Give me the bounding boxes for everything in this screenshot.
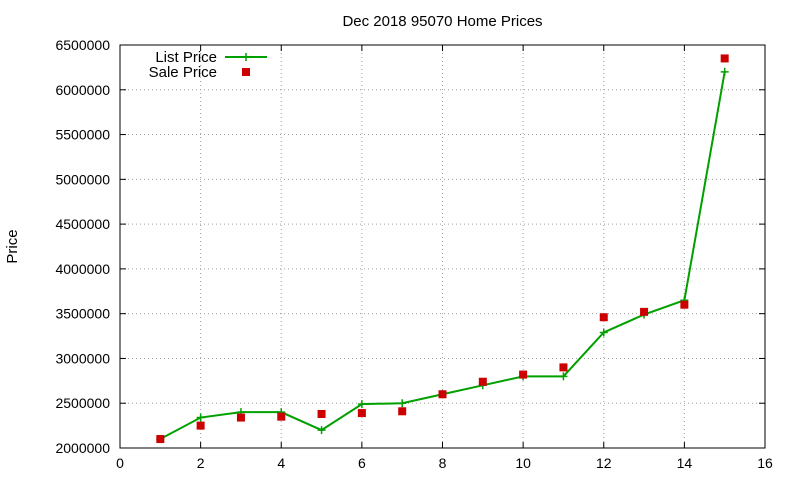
- x-tick-label: 0: [116, 455, 124, 471]
- list-price-point: [357, 400, 366, 409]
- x-tick-label: 14: [677, 455, 693, 471]
- list-price-point: [196, 413, 205, 422]
- legend-label-sale-price: Sale Price: [149, 64, 217, 81]
- sale-price-point: [236, 413, 245, 422]
- y-axis-label: Price: [4, 229, 21, 263]
- sale-price-point: [559, 363, 568, 372]
- list-price-line: [159, 71, 726, 440]
- sale-price-point: [640, 307, 649, 316]
- y-tick-label: 4000000: [55, 261, 110, 277]
- sale-price-point: [357, 409, 366, 418]
- y-tick-label: 6000000: [55, 82, 110, 98]
- y-tick-label: 4500000: [55, 216, 110, 232]
- y-tick-label: 3500000: [55, 306, 110, 322]
- axis-ticks: [119, 44, 766, 449]
- legend-marker-sale-price: [242, 68, 250, 76]
- sale-price-point: [720, 54, 729, 63]
- legend-marker-list-price: [242, 53, 250, 61]
- list-price-point: [317, 426, 326, 435]
- sale-price-point: [478, 377, 487, 386]
- series: [156, 54, 729, 444]
- sale-price-point: [438, 390, 447, 399]
- sale-price-point: [156, 435, 165, 444]
- x-tick-label: 2: [197, 455, 205, 471]
- y-tick-label: 5000000: [55, 171, 110, 187]
- sale-price-point: [277, 412, 286, 421]
- sale-price-point: [599, 313, 608, 322]
- sale-price-point: [317, 409, 326, 418]
- list-price-point: [559, 372, 568, 381]
- list-price-point: [398, 399, 407, 408]
- x-tick-label: 16: [757, 455, 773, 471]
- x-tick-label: 10: [515, 455, 531, 471]
- x-tick-label: 8: [439, 455, 447, 471]
- list-price-point: [720, 67, 729, 76]
- list-price-point: [599, 328, 608, 337]
- y-tick-label: 6500000: [55, 37, 110, 53]
- sale-price-point: [519, 370, 528, 379]
- series-list-price: [156, 67, 729, 444]
- x-tick-label: 12: [596, 455, 612, 471]
- y-tick-label: 5500000: [55, 127, 110, 143]
- series-sale-price: [156, 54, 729, 444]
- y-tick-label: 3000000: [55, 350, 110, 366]
- sale-price-point: [680, 300, 689, 309]
- y-tick-labels: 2000000 2500000 3000000 3500000 4000000 45000…: [55, 37, 110, 456]
- x-tick-labels: 0 2 4 6 8 10 12 14 16: [116, 455, 773, 471]
- sale-price-point: [196, 421, 205, 430]
- legend-label-list-price: List Price: [155, 49, 217, 66]
- chart-title: Dec 2018 95070 Home Prices: [342, 13, 542, 30]
- sale-price-point: [398, 407, 407, 416]
- x-tick-label: 4: [277, 455, 285, 471]
- y-tick-label: 2500000: [55, 395, 110, 411]
- legend: List Price Sale Price: [149, 49, 267, 81]
- x-tick-label: 6: [358, 455, 366, 471]
- y-tick-label: 2000000: [55, 440, 110, 456]
- grid: [120, 45, 765, 448]
